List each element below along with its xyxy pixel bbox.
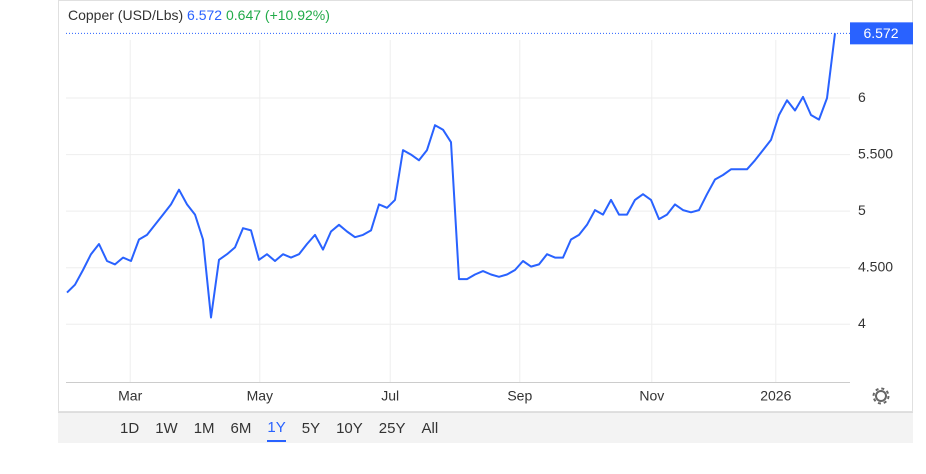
x-tick-label: Nov <box>639 388 664 404</box>
x-tick-label: Sep <box>507 388 532 404</box>
last-price-label: 6.572 <box>863 25 898 41</box>
y-tick-label: 6 <box>858 89 866 105</box>
chart-title: Copper (USD/Lbs) <box>68 7 183 23</box>
change-percent: (+10.92%) <box>265 7 330 23</box>
range-button[interactable]: 1D <box>120 419 140 437</box>
y-tick-label: 4 <box>858 315 866 331</box>
settings-icon[interactable] <box>872 387 890 405</box>
x-tick-label: May <box>247 388 273 404</box>
price-line <box>66 33 836 319</box>
y-tick-label: 4.500 <box>858 258 893 274</box>
last-price: 6.572 <box>187 7 222 23</box>
range-toolbar: 1D 1W 1M 6M 1Y 5Y 10Y 25Y All <box>58 412 913 443</box>
range-button[interactable]: 25Y <box>378 419 406 437</box>
chart-header: Copper (USD/Lbs) 6.572 0.647 (+10.92%) <box>68 7 330 23</box>
x-tick-label: Jul <box>381 388 399 404</box>
range-button[interactable]: 5Y <box>301 419 321 437</box>
last-price-badge <box>850 22 913 45</box>
range-button[interactable]: 6M <box>230 419 252 437</box>
x-tick-label: Mar <box>118 388 142 404</box>
frame <box>58 0 913 412</box>
range-button[interactable]: 10Y <box>336 419 363 437</box>
x-tick-label: 2026 <box>760 388 791 404</box>
chart: Copper (USD/Lbs) 6.572 0.647 (+10.92%) 4… <box>58 0 913 412</box>
change: 0.647 <box>226 7 261 23</box>
range-button[interactable]: 1Y <box>267 415 286 442</box>
y-tick-label: 5 <box>858 202 866 218</box>
y-tick-label: 5.500 <box>858 145 893 161</box>
range-button[interactable]: All <box>421 419 439 437</box>
range-button[interactable]: 1W <box>155 419 178 437</box>
range-button[interactable]: 1M <box>193 419 215 437</box>
